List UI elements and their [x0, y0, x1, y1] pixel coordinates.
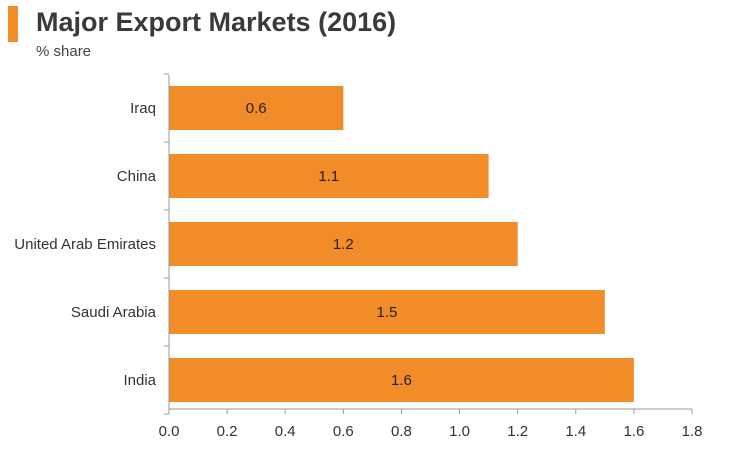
x-tick-label: 0.0 [159, 423, 180, 440]
x-tick-label: 0.8 [391, 423, 412, 440]
bar-united-arab-emirates [169, 222, 518, 266]
x-tick-label: 1.8 [682, 423, 703, 440]
bar-saudi-arabia [169, 290, 605, 334]
bar-india [169, 358, 634, 402]
data-label: 0.6 [246, 100, 267, 117]
data-label: 1.2 [333, 236, 354, 253]
bar-china [169, 154, 489, 198]
title-accent-bar [8, 6, 18, 42]
x-tick-label: 1.6 [623, 423, 644, 440]
x-tick-label: 1.4 [565, 423, 586, 440]
category-label: Iraq [130, 100, 156, 117]
x-tick-label: 0.2 [217, 423, 238, 440]
x-tick-label: 1.0 [449, 423, 470, 440]
category-label: India [123, 372, 156, 389]
labels-group: 0.6 Iraq 1.1 China 1.2 United Arab Emirates 1.… [14, 100, 702, 440]
x-tick-label: 1.2 [507, 423, 528, 440]
category-label: Saudi Arabia [71, 304, 157, 321]
chart-title: Major Export Markets (2016) [36, 7, 397, 37]
data-label: 1.1 [318, 168, 339, 185]
bar-iraq [169, 86, 344, 130]
data-label: 1.5 [376, 304, 397, 321]
category-label: China [117, 168, 157, 185]
bars-group [169, 86, 634, 402]
x-tick-label: 0.6 [333, 423, 354, 440]
chart-subtitle: % share [36, 43, 92, 60]
data-label: 1.6 [391, 372, 412, 389]
x-tick-label: 0.4 [275, 423, 296, 440]
category-label: United Arab Emirates [14, 236, 156, 253]
axes-group [164, 73, 693, 415]
